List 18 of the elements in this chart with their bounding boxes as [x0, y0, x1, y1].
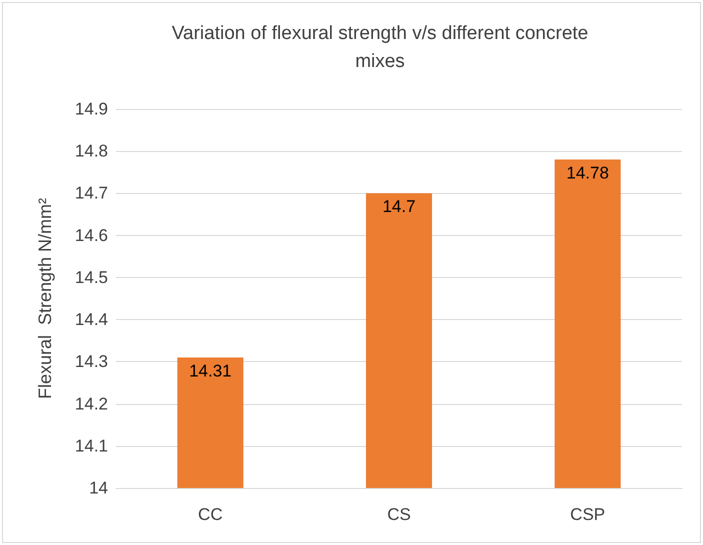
y-tick-label: 14.8 — [74, 142, 108, 161]
data-label: 14.7 — [382, 197, 416, 216]
y-axis-title: Flexural Strength N/mm² — [35, 198, 55, 400]
y-tick-label: 14.2 — [74, 394, 108, 414]
chart-title: Variation of flexural strength v/s different concrete mixes — [170, 22, 590, 74]
y-tick-label: 14.9 — [74, 100, 108, 118]
x-tick-label: CSP — [570, 505, 606, 524]
y-tick-label: 14.4 — [74, 310, 108, 330]
y-tick-label: 14.7 — [74, 184, 108, 203]
y-tick-label: 14.6 — [74, 226, 108, 245]
x-tick-label: CC — [198, 505, 223, 524]
data-label: 14.31 — [189, 361, 232, 380]
y-tick-label: 14.5 — [74, 268, 108, 287]
y-tick-label: 14 — [89, 478, 108, 498]
x-tick-label: CS — [387, 505, 411, 524]
y-tick-label: 14.3 — [74, 352, 108, 372]
data-label: 14.78 — [566, 164, 609, 183]
y-tick-label: 14.1 — [74, 436, 108, 456]
